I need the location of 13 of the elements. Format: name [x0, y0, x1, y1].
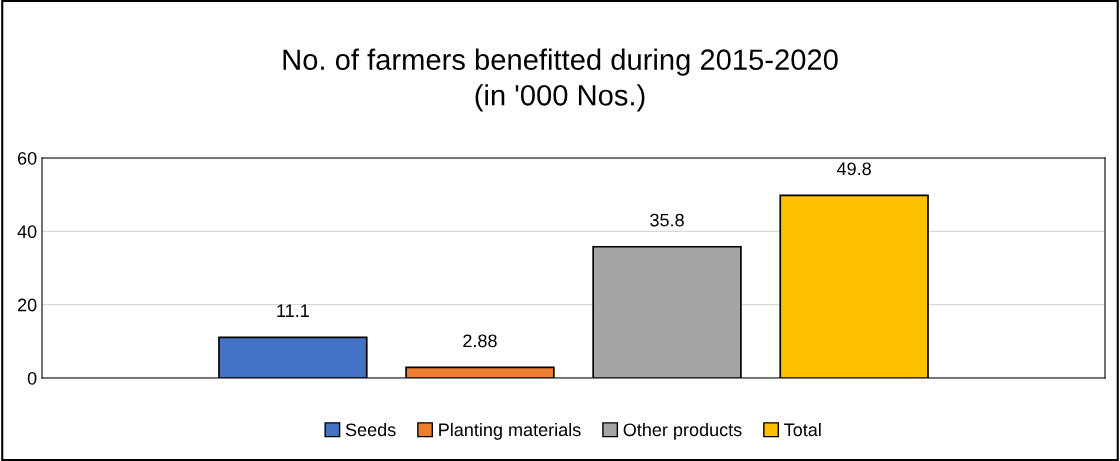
data-label: 35.8 [650, 213, 684, 227]
y-tick-label: 60 [17, 151, 37, 165]
legend-label: Total [784, 422, 821, 437]
data-label: 11.1 [277, 304, 309, 317]
legend-label: Seeds [345, 422, 396, 437]
y-tick-label: 20 [17, 298, 37, 312]
y-tick-label: 40 [17, 225, 37, 239]
legend-label: Planting materials [439, 422, 581, 440]
data-label: 2.88 [463, 334, 497, 348]
y-tick-label: 0 [27, 371, 37, 385]
chart-title: No. of farmers benefitted during 2015-2020 (in '000 Nos.) [283, 48, 838, 112]
legend-label: Other products [623, 422, 742, 440]
data-label: 49.8 [836, 162, 871, 176]
